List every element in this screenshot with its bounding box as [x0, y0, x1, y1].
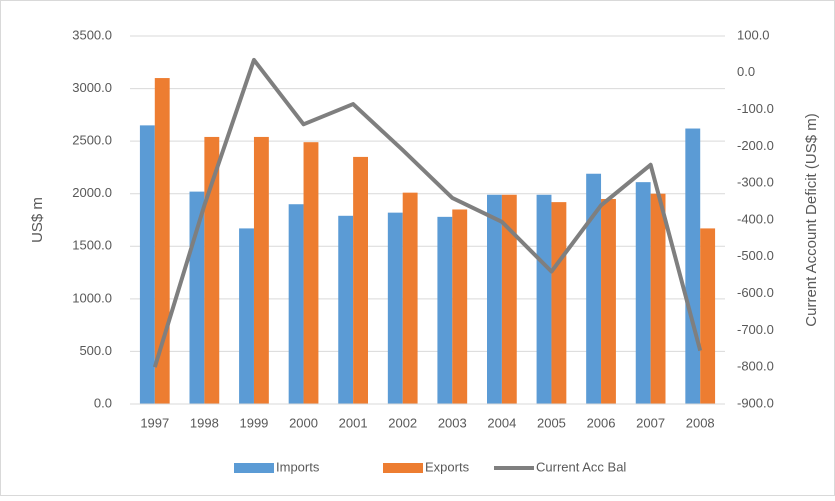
line	[152, 57, 703, 368]
legend-swatch	[383, 463, 423, 473]
y2-tick-label: -700.0	[737, 322, 774, 337]
bar	[139, 125, 155, 404]
bar	[154, 78, 170, 405]
y2-tick-label: -600.0	[737, 285, 774, 300]
x-tick-label: 2003	[438, 415, 467, 430]
x-tick-label: 1997	[140, 415, 169, 430]
bar	[586, 173, 602, 404]
legend-label: Current Acc Bal	[536, 459, 626, 474]
bar	[536, 194, 552, 404]
bar	[700, 228, 716, 404]
y2-tick-label: 100.0	[737, 27, 770, 42]
x-tick-label: 2002	[388, 415, 417, 430]
bar	[437, 216, 453, 404]
x-tick-label: 2008	[686, 415, 715, 430]
y-tick-label: 1500.0	[72, 238, 112, 253]
y-tick-label: 2000.0	[72, 185, 112, 200]
y-tick-label: 3500.0	[72, 27, 112, 42]
bar	[353, 156, 368, 404]
y2-tick-label: 0.0	[737, 64, 755, 79]
legend-label: Exports	[425, 459, 470, 474]
bar	[288, 204, 304, 404]
y2-tick-label: -800.0	[737, 359, 774, 374]
bar	[239, 228, 254, 404]
bar	[551, 202, 567, 404]
y2-tick-label: -400.0	[737, 211, 774, 226]
bar	[487, 194, 502, 404]
bar	[650, 193, 666, 404]
y2-tick-label: -100.0	[737, 101, 774, 116]
bar	[253, 136, 269, 405]
bar	[303, 142, 319, 405]
y2-tick-label: -300.0	[737, 175, 774, 190]
bar	[601, 198, 616, 404]
y2-tick-label: -200.0	[737, 138, 774, 153]
bar	[635, 182, 651, 404]
bar	[338, 215, 354, 404]
x-tick-label: 1998	[190, 415, 219, 430]
y-tick-label: 500.0	[79, 343, 112, 358]
x-tick-label: 2006	[587, 415, 616, 430]
y2-tick-label: -900.0	[737, 395, 774, 410]
bar	[402, 192, 418, 404]
x-tick-label: 1999	[239, 415, 268, 430]
legend-swatch	[234, 463, 274, 473]
y2-tick-label: -500.0	[737, 248, 774, 263]
x-tick-label: 2005	[537, 415, 566, 430]
bar	[685, 128, 701, 405]
y-tick-label: 0.0	[94, 395, 112, 410]
y2-axis-title: Current Account Deficit (US$ m)	[803, 113, 820, 326]
y-axis-title: US$ m	[29, 197, 46, 243]
y-tick-label: 1000.0	[72, 290, 112, 305]
bar	[452, 209, 468, 404]
y-tick-label: 2500.0	[72, 133, 112, 148]
x-tick-label: 2004	[487, 415, 516, 430]
y-tick-label: 3000.0	[72, 80, 112, 95]
bar	[204, 136, 220, 405]
x-tick-label: 2000	[289, 415, 318, 430]
x-tick-label: 2007	[636, 415, 665, 430]
bar	[387, 212, 403, 404]
bar	[501, 194, 517, 404]
x-tick-label: 2001	[339, 415, 368, 430]
legend-label: Imports	[276, 459, 320, 474]
